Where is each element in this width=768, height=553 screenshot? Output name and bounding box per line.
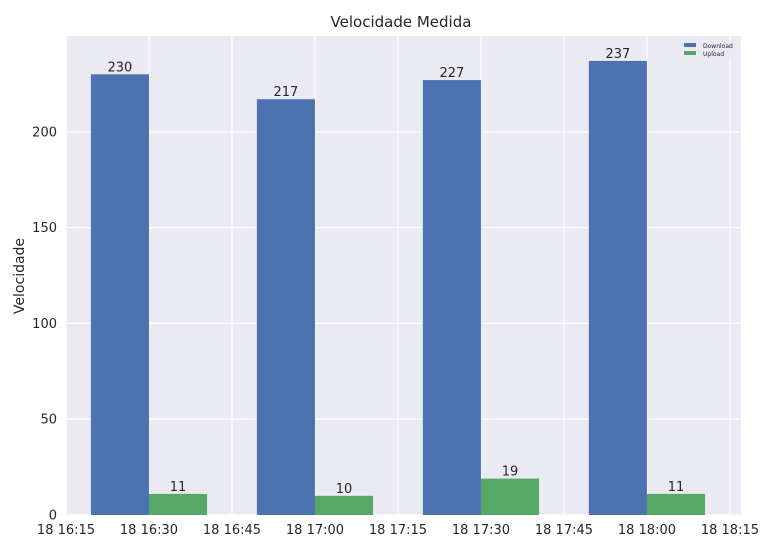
data-labels: 230 217 227 237 11 10 19 11 (108, 47, 685, 497)
legend-label-upload: Upload (703, 51, 724, 58)
x-tick-label: 18 17:30 (452, 523, 510, 538)
data-label-download: 217 (274, 85, 299, 100)
y-tick-label: 50 (40, 413, 57, 428)
bar-download (422, 80, 481, 516)
x-tick-label: 18 16:15 (37, 523, 95, 538)
legend-label-download: Download (703, 43, 733, 50)
bar-download (588, 60, 647, 516)
data-label-upload: 11 (668, 480, 685, 495)
bar-upload (646, 493, 706, 515)
data-label-download: 237 (605, 47, 630, 62)
data-label-download: 227 (439, 66, 464, 81)
bar-upload (314, 495, 374, 515)
legend: Download Upload (678, 40, 736, 60)
data-label-download: 230 (108, 60, 133, 75)
legend-swatch-download (684, 43, 696, 47)
x-tick-label: 18 18:15 (701, 523, 759, 538)
data-label-upload: 11 (170, 480, 187, 495)
data-label-upload: 19 (502, 465, 519, 480)
x-tick-label: 18 16:30 (120, 523, 178, 538)
y-axis-label: Velocidade (12, 238, 28, 314)
y-tick-label: 100 (32, 317, 57, 332)
bar-download (90, 74, 149, 515)
x-tick-label: 18 16:45 (203, 523, 261, 538)
x-tick-label: 18 17:00 (286, 523, 344, 538)
x-tick-label: 18 17:45 (535, 523, 593, 538)
y-tick-label: 150 (32, 221, 57, 236)
x-tick-label: 18 18:00 (618, 523, 676, 538)
tick-labels: 0 50 100 150 200 18 16:15 18 16:30 18 16:45 18 1… (32, 125, 759, 538)
x-tick-label: 18 17:15 (369, 523, 427, 538)
data-label-upload: 10 (336, 482, 353, 497)
bar-upload (480, 478, 540, 515)
bars (90, 60, 706, 516)
bar-upload (148, 493, 208, 515)
bar-download (256, 99, 315, 515)
y-tick-label: 200 (32, 125, 57, 140)
legend-swatch-upload (684, 51, 696, 55)
chart-title: Velocidade Medida (331, 13, 472, 31)
y-tick-label: 0 (49, 509, 57, 524)
